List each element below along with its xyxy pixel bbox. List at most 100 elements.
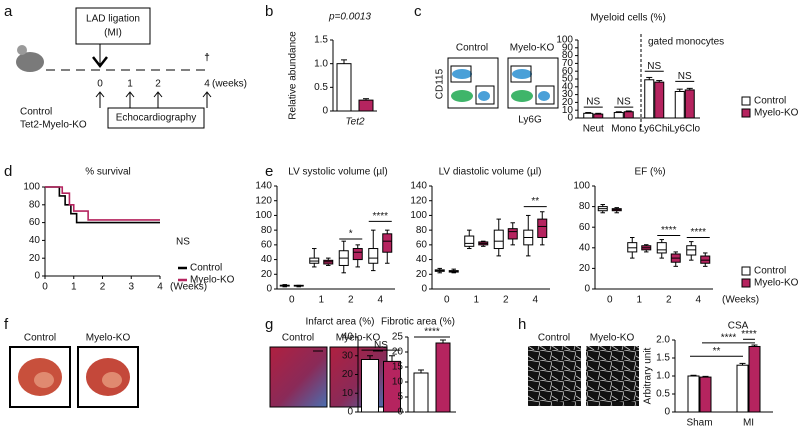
flow-y-label: CD115 xyxy=(435,68,446,99)
y-tick-label: 20 xyxy=(392,347,404,358)
x-tick-label: 4 xyxy=(377,295,383,306)
timeline-diagram: LAD ligation (MI) 0 1 2 4 (weeks) † Echo… xyxy=(16,7,247,131)
bar xyxy=(736,364,749,413)
y-tick-label: 40 xyxy=(562,81,574,92)
y-tick-label: 120 xyxy=(255,195,272,206)
annotation: **** xyxy=(721,333,737,344)
legend-swatch xyxy=(741,96,751,106)
y-tick-label: 5 xyxy=(397,392,403,403)
chart-title: LV systolic volume (µl) xyxy=(288,167,388,178)
assay-box xyxy=(107,107,205,129)
timepoint: 4 xyxy=(204,79,210,90)
flow-sample: Myelo-KO xyxy=(510,43,555,54)
bar xyxy=(593,113,604,119)
legend-label: Control xyxy=(754,266,786,277)
y-tick-label: 40 xyxy=(342,332,354,343)
chart-title: CSA xyxy=(728,321,749,332)
x-tick-label: Mono xyxy=(611,124,636,135)
y-tick-label: 0.5 xyxy=(656,389,670,400)
timepoint: 0 xyxy=(97,79,103,90)
assay-label: Echocardiography xyxy=(116,113,197,124)
x-tick-label: Ly6Chi xyxy=(639,124,670,135)
annotation: **** xyxy=(661,225,677,236)
x-tick-label: 1 xyxy=(636,295,642,306)
x-tick-label: Tet2 xyxy=(345,117,365,128)
legend-swatch xyxy=(741,278,751,288)
y-tick-label: 80 xyxy=(261,225,273,236)
y-tick-label: 140 xyxy=(255,181,272,192)
annotation: * xyxy=(349,229,353,240)
flow-cluster xyxy=(538,91,550,101)
x-tick-label: 3 xyxy=(128,282,134,293)
panel-letter: f xyxy=(4,316,9,333)
y-tick-label: 80 xyxy=(416,225,428,236)
box xyxy=(493,229,504,250)
y-tick-label: 10 xyxy=(392,377,404,388)
gate xyxy=(510,65,532,83)
chart-title: EF (%) xyxy=(634,167,665,178)
x-tick-label: Neut xyxy=(583,124,604,135)
y-tick-label: 1.0 xyxy=(656,371,670,382)
gate xyxy=(450,65,472,83)
y-tick-label: 80 xyxy=(579,201,591,212)
image-label: Control xyxy=(282,333,314,344)
box xyxy=(382,233,393,253)
bar xyxy=(413,372,429,413)
y-tick-label: 0.5 xyxy=(314,82,328,93)
y-tick-label: 70 xyxy=(562,58,574,69)
timepoint: 2 xyxy=(155,79,161,90)
legend-label: Control xyxy=(190,263,222,274)
y-tick-label: 80 xyxy=(29,199,41,210)
echo-arrows xyxy=(95,91,212,108)
y-tick-label: 60 xyxy=(562,66,574,77)
annotation: NS xyxy=(678,71,692,82)
x-tick-label: 1 xyxy=(71,282,77,293)
flow-cluster xyxy=(451,90,473,102)
legend-swatch xyxy=(741,108,751,118)
y-tick-label: 1.5 xyxy=(656,353,670,364)
annotation: NS xyxy=(176,237,190,248)
bar xyxy=(699,376,712,413)
chart-subtitle: gated monocytes xyxy=(648,37,724,48)
image-label: Myelo-KO xyxy=(590,333,635,344)
x-tick-label: 2 xyxy=(100,282,106,293)
timepoint: 1 xyxy=(127,79,133,90)
y-tick-label: 100 xyxy=(410,210,427,221)
chart-title: Myeloid cells (%) xyxy=(590,13,666,24)
x-tick-label: 0 xyxy=(444,295,450,306)
bar xyxy=(654,81,665,119)
mouse-ear xyxy=(17,45,27,55)
group-label: Tet2-Myelo-KO xyxy=(20,120,87,131)
panel-letter: g xyxy=(265,316,273,333)
mouse-icon xyxy=(16,52,44,72)
image-label: Control xyxy=(24,333,56,344)
y-tick-label: 40 xyxy=(579,242,591,253)
wga-image xyxy=(528,346,581,406)
y-tick-label: 0 xyxy=(584,284,590,295)
y-tick-label: 30 xyxy=(562,89,574,100)
y-tick-label: 50 xyxy=(562,74,574,85)
bar xyxy=(358,99,374,112)
y-tick-label: 60 xyxy=(579,222,591,233)
y-tick-label: 90 xyxy=(562,42,574,53)
flow-cluster xyxy=(452,69,472,79)
y-tick-label: 140 xyxy=(410,181,427,192)
event-label: LAD ligation xyxy=(86,14,140,25)
y-tick-label: 20 xyxy=(29,253,41,264)
y-tick-label: 0 xyxy=(347,407,353,418)
y-tick-label: 100 xyxy=(23,182,40,193)
arrowhead xyxy=(92,56,108,69)
x-tick-label: 0 xyxy=(42,282,48,293)
endpoint-mark: † xyxy=(204,53,210,64)
box xyxy=(507,228,518,240)
y-tick-label: 60 xyxy=(416,239,428,250)
bar xyxy=(435,342,451,413)
y-tick-label: 10 xyxy=(562,105,574,116)
event-box xyxy=(75,7,151,45)
bar xyxy=(748,345,761,413)
x-tick-label: 1 xyxy=(473,295,479,306)
y-tick-label: 20 xyxy=(416,269,428,280)
box xyxy=(352,248,363,261)
chart-title: p=0.0013 xyxy=(328,12,371,23)
